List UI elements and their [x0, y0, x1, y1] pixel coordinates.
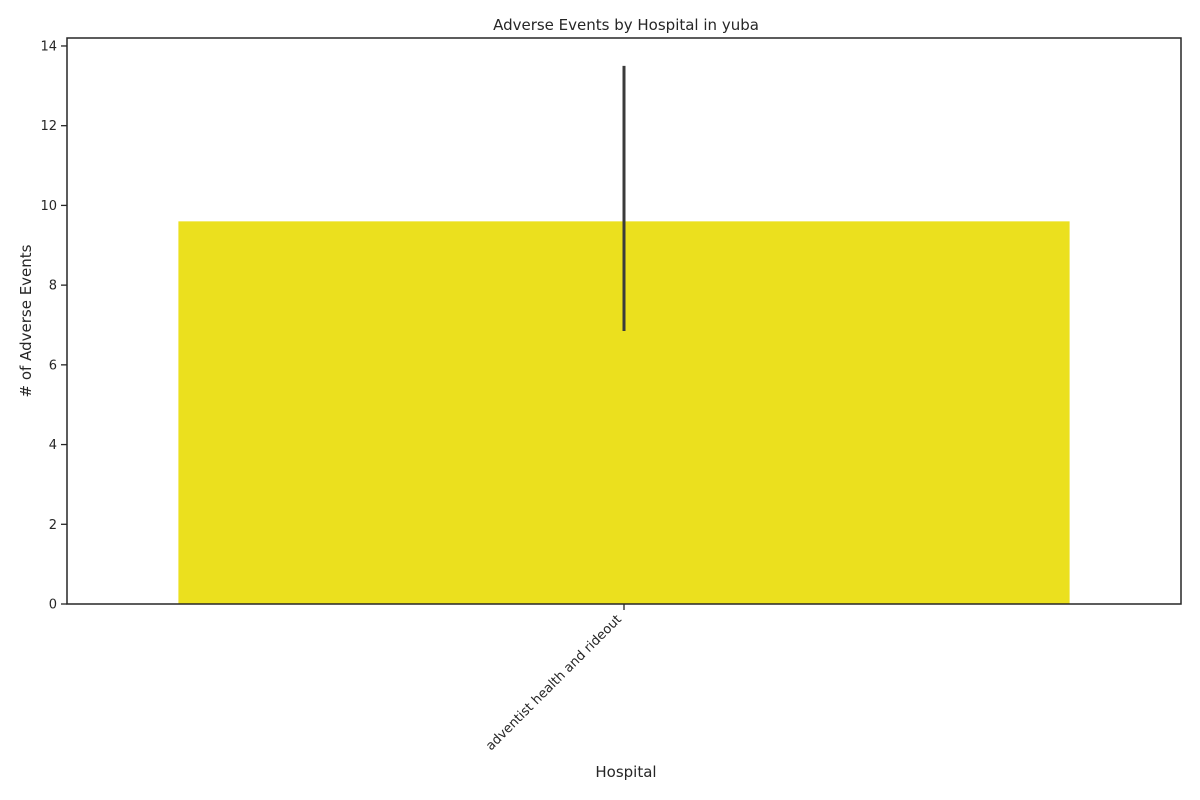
y-axis-label: # of Adverse Events	[17, 244, 35, 397]
y-tick-label: 4	[49, 438, 57, 453]
y-axis: 0 2 4 6 8 10 12 14	[40, 39, 67, 613]
y-tick-label: 2	[49, 518, 57, 533]
y-tick-label: 6	[49, 358, 57, 373]
plot-area	[178, 65, 1070, 604]
x-tick-label: adventist health and rideout	[483, 612, 625, 754]
x-axis: adventist health and rideout	[483, 604, 625, 754]
y-tick-label: 0	[49, 598, 57, 613]
chart-title: Adverse Events by Hospital in yuba	[493, 16, 759, 34]
y-tick-label: 8	[49, 279, 57, 294]
y-tick-label: 12	[40, 119, 57, 134]
y-tick-label: 10	[40, 199, 57, 214]
y-tick-label: 14	[40, 39, 57, 54]
x-axis-label: Hospital	[595, 763, 656, 781]
